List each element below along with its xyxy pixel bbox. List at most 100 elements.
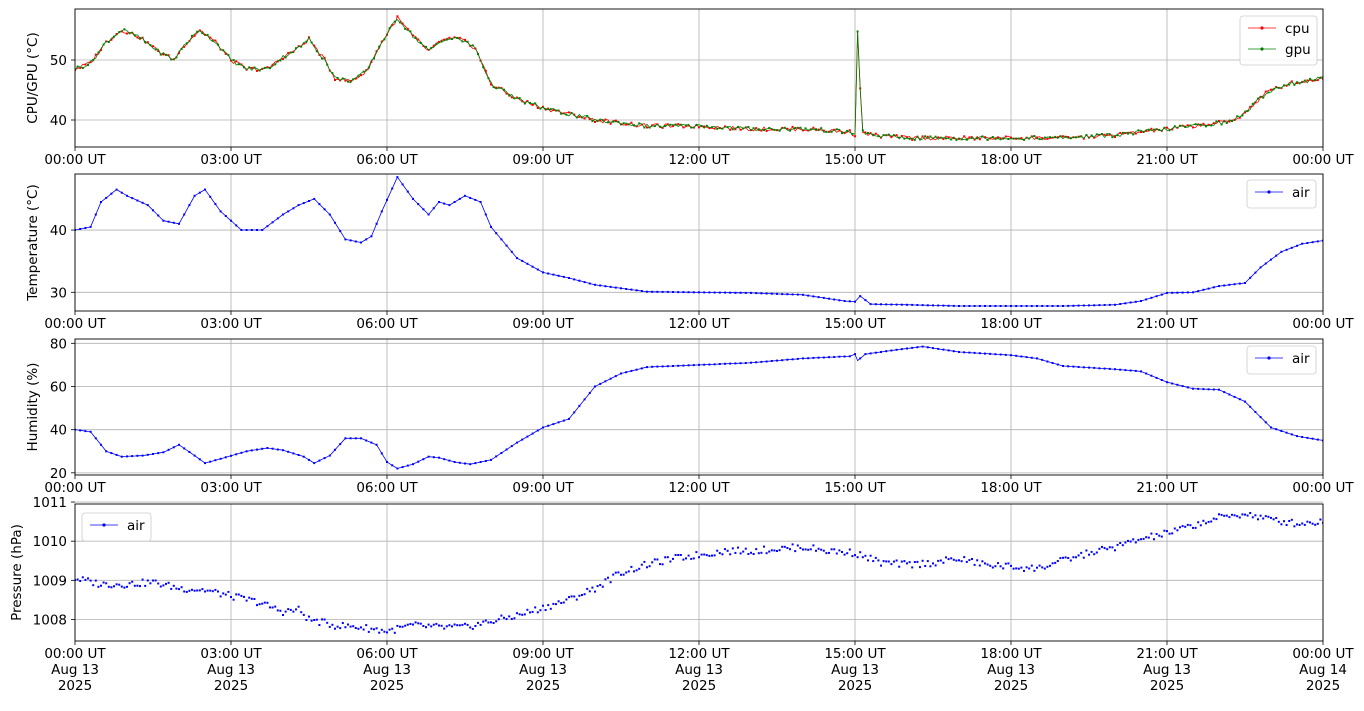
data-point xyxy=(406,190,409,193)
data-point xyxy=(973,351,976,354)
data-point xyxy=(864,554,867,557)
data-point xyxy=(1140,370,1142,373)
data-point xyxy=(1023,569,1025,572)
legend-swatch-marker xyxy=(1260,26,1264,30)
data-point xyxy=(997,137,999,140)
data-point xyxy=(191,588,193,591)
x-tick-label: 12:00 UT xyxy=(668,316,730,332)
data-point xyxy=(536,107,539,109)
data-point xyxy=(752,127,755,130)
data-point xyxy=(1114,368,1116,371)
data-point xyxy=(989,305,992,307)
data-point xyxy=(1010,354,1012,357)
data-point xyxy=(495,86,498,89)
data-point xyxy=(1150,532,1153,535)
data-point xyxy=(578,594,581,597)
data-point xyxy=(263,66,266,69)
data-point xyxy=(113,35,115,38)
data-point xyxy=(617,120,620,123)
data-point xyxy=(698,363,700,366)
data-point xyxy=(562,419,565,422)
data-point xyxy=(557,274,560,277)
data-point xyxy=(521,613,524,616)
data-point xyxy=(1072,365,1075,368)
x-tick-label: 18:00 UT xyxy=(980,152,1042,168)
data-point xyxy=(573,113,576,116)
data-point xyxy=(240,229,243,231)
data-point xyxy=(1082,366,1085,369)
data-point xyxy=(1046,360,1049,363)
data-point xyxy=(1124,132,1127,134)
data-point xyxy=(1095,133,1098,136)
data-point xyxy=(94,579,97,582)
x-tick-label-line: 21:00 UT xyxy=(1136,480,1198,496)
data-point xyxy=(258,603,261,606)
data-point xyxy=(162,451,165,454)
data-point xyxy=(263,601,266,604)
x-tick-label: 09:00 UT xyxy=(512,480,574,496)
data-point xyxy=(739,552,742,555)
data-point xyxy=(526,608,529,611)
data-point xyxy=(302,613,305,616)
data-point xyxy=(310,41,313,44)
data-point xyxy=(232,598,235,601)
data-point xyxy=(1098,367,1101,370)
data-point xyxy=(1093,366,1096,369)
data-point xyxy=(1077,304,1080,307)
data-point xyxy=(209,195,212,198)
data-point xyxy=(484,213,487,216)
legend-label: air xyxy=(127,518,145,534)
data-point xyxy=(885,350,888,353)
data-point xyxy=(1238,282,1241,285)
data-point xyxy=(947,558,950,561)
data-point xyxy=(724,548,726,551)
data-point xyxy=(895,348,898,351)
data-point xyxy=(661,563,664,566)
data-point xyxy=(430,47,433,49)
data-point xyxy=(828,130,830,133)
data-point xyxy=(1212,286,1215,289)
x-tick-label-line: 06:00 UT xyxy=(356,152,418,168)
x-tick-label-line: 2025 xyxy=(526,678,560,694)
data-point xyxy=(1160,293,1163,296)
data-point xyxy=(451,38,453,40)
data-point xyxy=(347,623,349,626)
data-point xyxy=(932,304,934,307)
data-point xyxy=(656,558,659,561)
data-point xyxy=(765,130,768,132)
data-point xyxy=(503,88,505,91)
data-point xyxy=(167,54,170,57)
data-point xyxy=(365,69,368,72)
data-point xyxy=(664,556,667,559)
data-point xyxy=(690,126,693,129)
data-point xyxy=(536,611,539,614)
data-point xyxy=(565,113,568,116)
data-point xyxy=(1077,366,1080,368)
data-point xyxy=(620,573,622,576)
x-tick-label-line: 00:00 UT xyxy=(44,152,106,168)
data-point xyxy=(1306,79,1309,82)
data-point xyxy=(87,64,89,66)
data-point xyxy=(796,544,799,547)
y-tick-label: 40 xyxy=(50,423,67,439)
x-tick-label-line: 00:00 UT xyxy=(1292,646,1354,662)
data-point xyxy=(1298,524,1301,526)
data-point xyxy=(1186,291,1189,294)
data-point xyxy=(817,547,820,550)
data-point xyxy=(893,560,895,563)
data-point xyxy=(713,554,716,557)
data-point xyxy=(757,128,760,131)
data-point xyxy=(500,614,503,617)
data-point xyxy=(552,423,555,426)
data-point xyxy=(1262,96,1265,99)
legend-label: air xyxy=(1292,185,1310,201)
data-point xyxy=(302,202,305,205)
data-point xyxy=(287,210,290,213)
data-point xyxy=(373,628,375,631)
data-point xyxy=(1207,520,1210,523)
data-point xyxy=(573,278,576,281)
x-tick-label: 06:00 UT xyxy=(356,480,418,496)
x-tick-label-line: 18:00 UT xyxy=(980,152,1042,168)
data-point xyxy=(393,20,396,23)
data-point xyxy=(474,625,477,627)
